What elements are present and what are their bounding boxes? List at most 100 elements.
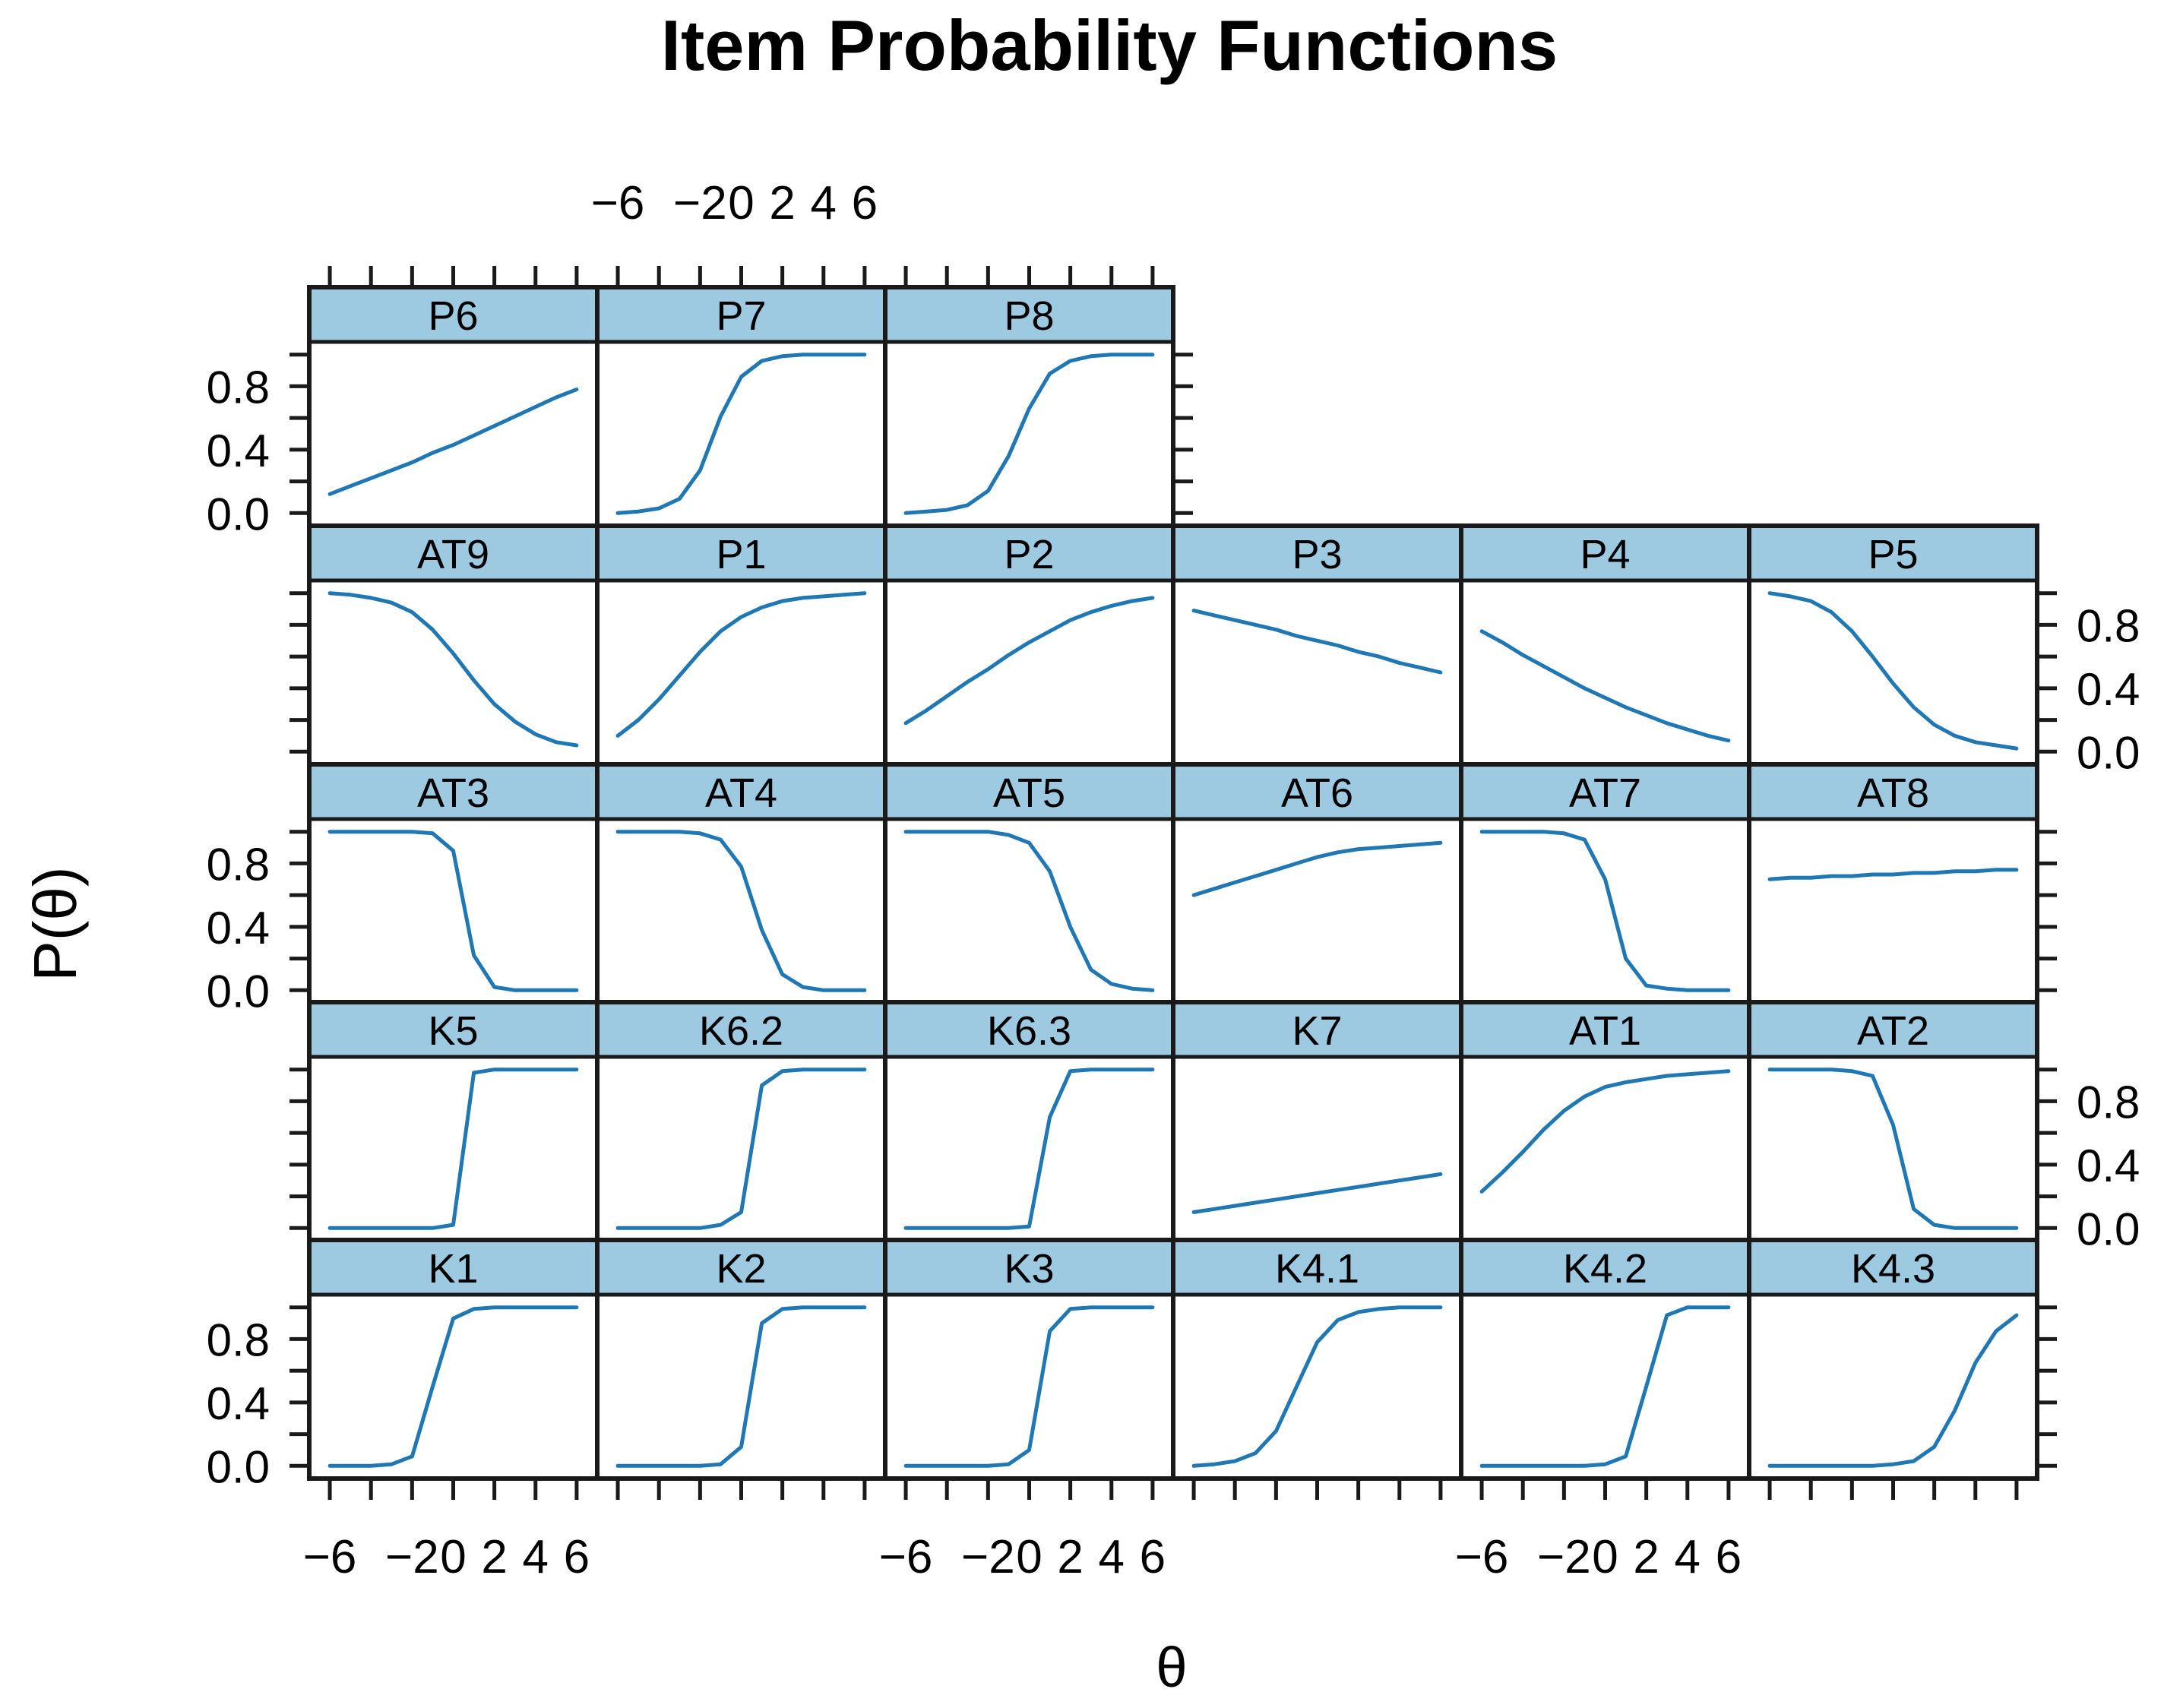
x-tick-label: 4 [811,177,837,229]
panel-background [597,1295,885,1479]
panel-strip [1747,1000,2039,1059]
panel-P1: P1 [595,523,887,767]
panel-strip-label: K4.2 [1563,1246,1647,1292]
panel-strip-label: AT5 [993,770,1065,816]
panel-background [1461,819,1749,1003]
x-axis-label: θ [1156,1636,1187,1699]
series-line-K7 [1191,1172,1443,1214]
panel-P7: P7 [595,285,887,528]
x-tick-label: 2 [1633,1531,1659,1583]
panel-strip-label: K4.1 [1275,1246,1359,1292]
panel-strip [883,285,1175,344]
series-line-P8 [903,353,1155,515]
panel-strip-label: AT2 [1857,1008,1929,1054]
panel-background [1749,1057,2037,1241]
panel-P6: P6 [307,285,600,528]
panel-background [1173,1057,1461,1241]
series-line-K4.2 [1479,1305,1731,1468]
panel-background [309,580,597,764]
panel-AT2: AT2 [1747,1000,2039,1243]
panel-strip-label: AT8 [1857,770,1929,816]
panel-border [1747,1238,2039,1481]
y-tick-label: 0.4 [207,425,270,476]
panel-background [309,1057,597,1241]
series-line-P2 [903,596,1155,726]
panel-strip-label: K6.2 [699,1008,783,1054]
panel-background [1461,1295,1749,1479]
panel-strip-label: P4 [1580,532,1630,577]
y-tick-label: 0.8 [207,839,270,890]
x-tick-label: −6 [879,1531,933,1583]
panel-strip-label: AT7 [1569,770,1641,816]
chart-title: Item Probability Functions [661,5,1558,85]
y-axis-label: P(θ) [21,866,89,981]
panel-background [1461,1057,1749,1241]
x-tick-label: 2 [769,177,795,229]
panel-background [309,1295,597,1479]
x-tick-label: 2 [1057,1531,1083,1583]
series-line-P6 [327,387,579,496]
panel-background [597,819,885,1003]
series-line-K5 [327,1068,579,1230]
panel-background [1173,580,1461,764]
panel-background [1749,1295,2037,1479]
panel-strip-label: AT3 [417,770,489,816]
panel-K4.2: K4.2 [1459,1238,1751,1481]
panel-strip-label: AT4 [705,770,777,816]
x-tick-label: 2 [481,1531,507,1583]
x-tick-label: 0 [1016,1531,1042,1583]
panel-strip [595,1238,887,1297]
panel-background [885,342,1173,526]
panel-layer: P6 P7 P8 AT9 P1 P2 P3 P4 P5 AT3 AT4 AT5 AT6 AT7 AT8 K5 K… [307,285,2039,1481]
panel-strip-label: K7 [1292,1008,1342,1054]
y-tick-label: 0.8 [207,1314,270,1365]
panel-AT1: AT1 [1459,1000,1751,1243]
panel-strip-label: P3 [1292,532,1342,577]
panel-strip-label: K2 [716,1246,766,1292]
x-tick-label: −6 [303,1531,357,1583]
panel-K4.3: K4.3 [1747,1238,2039,1481]
y-tick-label: 0.0 [207,489,270,539]
panel-AT7: AT7 [1459,762,1751,1005]
x-tick-label: 6 [852,177,878,229]
panel-background [885,1057,1173,1241]
panel-AT9: AT9 [307,523,600,767]
panel-strip-label: P7 [716,293,766,339]
x-tick-label: −2 [1537,1531,1591,1583]
series-line-K2 [615,1305,867,1468]
series-line-AT1 [1479,1069,1731,1194]
panel-K6.3: K6.3 [883,1000,1175,1243]
panel-K1: K1 [307,1238,600,1481]
panel-strip-label: P5 [1868,532,1918,577]
y-tick-label: 0.4 [207,1378,270,1429]
x-tick-label: 4 [1675,1531,1701,1583]
series-line-P5 [1767,591,2019,751]
series-line-AT7 [1479,830,1731,992]
panel-strip-label: P6 [428,293,478,339]
series-line-P3 [1191,609,1443,675]
x-tick-label: −2 [673,177,727,229]
panel-background [1749,580,2037,764]
x-tick-label: −6 [1455,1531,1509,1583]
panel-P4: P4 [1459,523,1751,767]
series-line-AT5 [903,830,1155,992]
panel-K3: K3 [883,1238,1175,1481]
panel-strip [1171,523,1463,583]
panel-K5: K5 [307,1000,600,1243]
series-line-P7 [615,353,867,515]
panel-P5: P5 [1747,523,2039,767]
panel-K6.2: K6.2 [595,1000,887,1243]
panel-P8: P8 [883,285,1175,528]
panel-strip-label: P8 [1004,293,1054,339]
panel-strip [1171,762,1463,821]
x-tick-label: 0 [440,1531,466,1583]
x-tick-label: 4 [523,1531,549,1583]
panel-strip-label: AT6 [1281,770,1353,816]
panel-K4.1: K4.1 [1171,1238,1463,1481]
panel-background [1173,819,1461,1003]
series-line-K1 [327,1305,579,1468]
panel-strip-label: K5 [428,1008,478,1054]
series-line-AT9 [327,591,579,748]
y-tick-label: 0.4 [2077,664,2140,715]
